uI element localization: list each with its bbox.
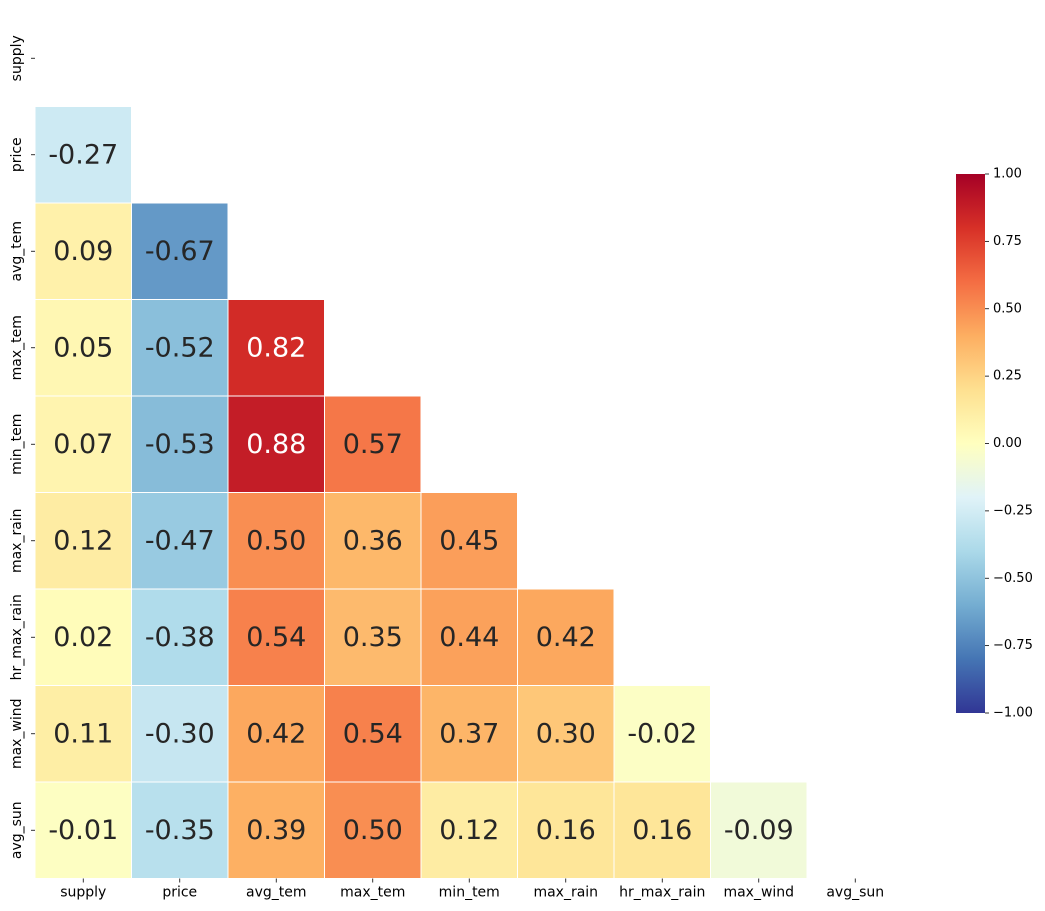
heatmap-cell-max_wind-price [131, 685, 229, 783]
cell-value-label: -0.35 [145, 815, 215, 846]
colorbar-tick-label: 1.00 [993, 167, 1022, 182]
colorbar: 1.00 0.75 0.50 0.25 0.00 −0.25 −0.50 −0.75 −1.00 [956, 167, 1033, 721]
x-tick-label-max_wind: max_wind [723, 885, 794, 901]
heatmap-cell-max_wind-hr_max_rain [613, 685, 711, 783]
heatmap-cell-avg_sun-hr_max_rain [613, 781, 711, 879]
x-tick-label-supply: supply [60, 885, 106, 901]
heatmap-cell-avg_sun-supply [34, 781, 132, 879]
cell-value-label: 0.07 [53, 429, 113, 460]
cell-value-label: 0.37 [439, 718, 499, 749]
heatmap-cell-min_tem-max_tem [324, 395, 422, 493]
x-tick-label-avg_tem: avg_tem [246, 885, 307, 901]
cell-value-label: -0.38 [145, 622, 215, 653]
cell-value-label: 0.88 [246, 429, 306, 460]
cell-value-label: 0.57 [343, 429, 403, 460]
cell-value-label: -0.09 [724, 815, 794, 846]
cell-value-label: -0.30 [145, 718, 215, 749]
cell-value-label: -0.52 [145, 332, 215, 363]
heatmap-cell-hr_max_rain-avg_tem [227, 588, 325, 686]
cell-value-label: -0.47 [145, 525, 215, 556]
cell-value-label: -0.53 [145, 429, 215, 460]
heatmap-cell-max_rain-min_tem [420, 492, 518, 590]
x-tick-label-hr_max_rain: hr_max_rain [619, 885, 705, 901]
cell-value-label: 0.39 [246, 815, 306, 846]
cell-value-label: 0.12 [439, 815, 499, 846]
cell-value-label: 0.50 [343, 815, 403, 846]
y-tick-label-hr_max_rain: hr_max_rain [9, 594, 25, 680]
cell-value-label: -0.27 [48, 139, 118, 170]
x-tick-label-price: price [162, 885, 197, 901]
y-tick-label-avg_tem: avg_tem [9, 221, 25, 282]
cell-value-label: -0.67 [145, 236, 215, 267]
colorbar-tick-label: 0.50 [993, 301, 1022, 316]
y-tick-label-max_wind: max_wind [9, 698, 25, 769]
colorbar-tick-label: 0.25 [993, 369, 1022, 384]
heatmap-cell-min_tem-price [131, 395, 229, 493]
cell-value-label: 0.35 [343, 622, 403, 653]
colorbar-tick-label: −1.00 [993, 706, 1033, 721]
x-tick-label-min_tem: min_tem [439, 885, 500, 901]
colorbar-tick-label: −0.25 [993, 503, 1033, 518]
cell-value-label: 0.45 [439, 525, 499, 556]
heatmap-cell-avg_tem-supply [34, 202, 132, 300]
heatmap-cell-max_rain-max_tem [324, 492, 422, 590]
cell-value-label: 0.50 [246, 525, 306, 556]
cell-value-label: 0.16 [632, 815, 692, 846]
heatmap-cell-max_rain-price [131, 492, 229, 590]
y-tick-label-min_tem: min_tem [9, 414, 25, 475]
cell-value-label: 0.09 [53, 236, 113, 267]
heatmap-cell-hr_max_rain-max_rain [517, 588, 615, 686]
cell-value-label: -0.01 [48, 815, 118, 846]
heatmap-cell-max_wind-max_tem [324, 685, 422, 783]
heatmap-cell-avg_tem-price [131, 202, 229, 300]
y-tick-label-price: price [9, 137, 25, 172]
heatmap-cell-avg_sun-max_wind [710, 781, 808, 879]
cell-value-label: 0.12 [53, 525, 113, 556]
cell-value-label: 0.11 [53, 718, 113, 749]
cell-value-label: 0.30 [536, 718, 596, 749]
cell-value-label: 0.02 [53, 622, 113, 653]
heatmap-cell-max_wind-max_rain [517, 685, 615, 783]
heatmap-cells: -0.27 0.09 -0.67 0.05 -0.52 0.82 0.07 -0.53 0.88… [34, 106, 808, 879]
heatmap-cell-hr_max_rain-max_tem [324, 588, 422, 686]
colorbar-tick-label: −0.75 [993, 638, 1033, 653]
x-tick-label-max_rain: max_rain [533, 885, 598, 901]
cell-value-label: 0.05 [53, 332, 113, 363]
heatmap-cell-max_tem-price [131, 299, 229, 397]
y-tick-label-max_tem: max_tem [9, 315, 25, 380]
colorbar-tick-label: 0.00 [993, 436, 1022, 451]
colorbar-tick-label: 0.75 [993, 234, 1022, 249]
y-tick-label-avg_sun: avg_sun [9, 801, 25, 859]
heatmap-cell-max_wind-supply [34, 685, 132, 783]
cell-value-label: 0.44 [439, 622, 499, 653]
y-axis: supply price avg_tem max_tem min_tem max_rain… [9, 35, 35, 859]
y-tick-label-max_rain: max_rain [9, 508, 25, 573]
heatmap-cell-hr_max_rain-price [131, 588, 229, 686]
colorbar-gradient [956, 174, 985, 713]
x-tick-label-avg_sun: avg_sun [826, 885, 884, 901]
x-tick-label-max_tem: max_tem [340, 885, 405, 901]
heatmap-cell-price-supply [34, 106, 132, 204]
colorbar-tick-label: −0.50 [993, 571, 1033, 586]
cell-value-label: 0.16 [536, 815, 596, 846]
cell-value-label: 0.42 [536, 622, 596, 653]
cell-value-label: 0.54 [343, 718, 403, 749]
heatmap-cell-max_tem-avg_tem [227, 299, 325, 397]
x-axis: supply price avg_tem max_tem min_tem max_rain… [60, 878, 884, 901]
heatmap-cell-max_tem-supply [34, 299, 132, 397]
cell-value-label: 0.54 [246, 622, 306, 653]
cell-value-label: 0.36 [343, 525, 403, 556]
heatmap-cell-hr_max_rain-min_tem [420, 588, 518, 686]
cell-value-label: 0.42 [246, 718, 306, 749]
heatmap-cell-max_rain-avg_tem [227, 492, 325, 590]
y-tick-label-supply: supply [9, 35, 25, 81]
cell-value-label: -0.02 [627, 718, 697, 749]
cell-value-label: 0.82 [246, 332, 306, 363]
heatmap-cell-avg_sun-avg_tem [227, 781, 325, 879]
